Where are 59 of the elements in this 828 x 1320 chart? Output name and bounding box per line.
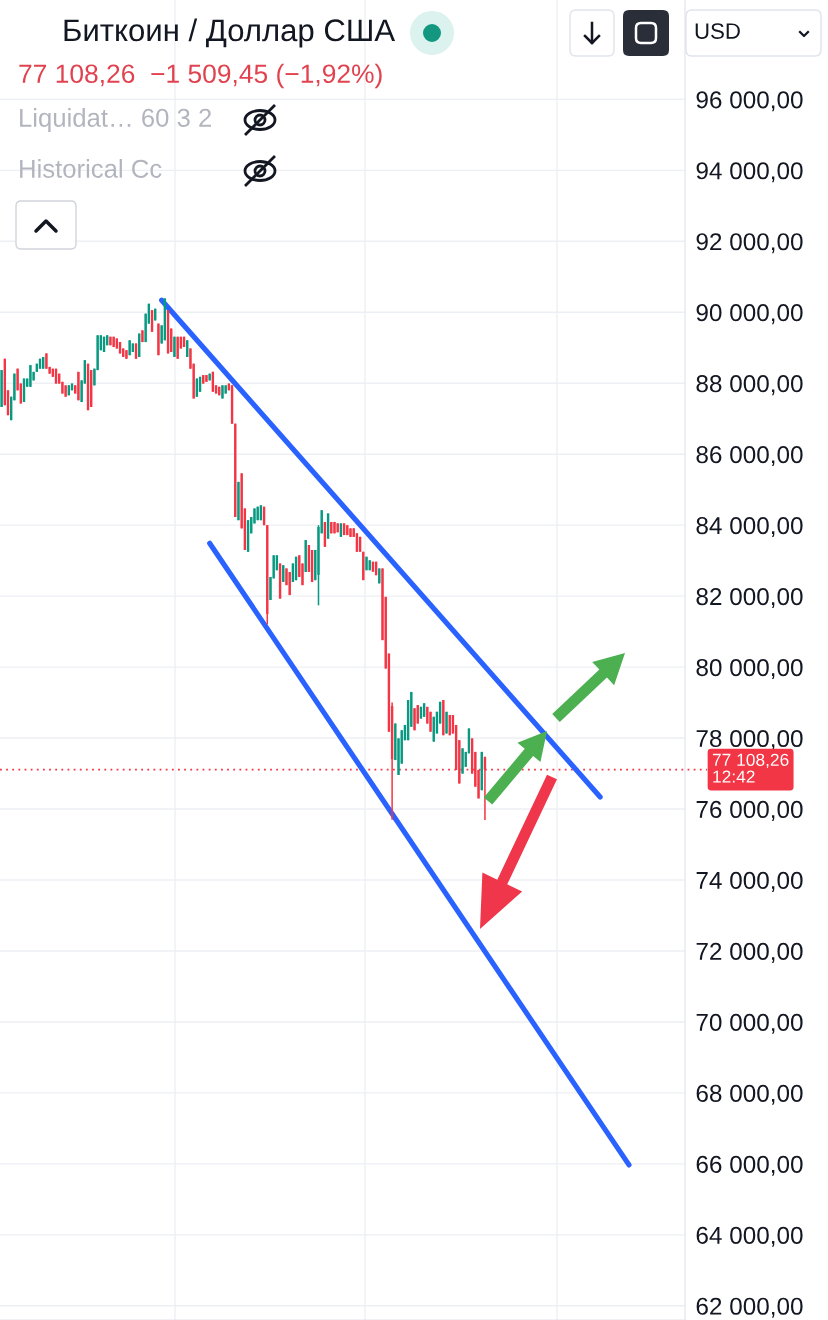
candlestick xyxy=(157,322,160,356)
candlestick xyxy=(304,539,307,573)
candlestick xyxy=(64,384,67,398)
candlestick xyxy=(349,527,352,538)
candlestick xyxy=(128,339,131,356)
y-tick-label: 96 000,00 xyxy=(696,91,803,112)
candlestick xyxy=(77,371,80,402)
candlestick xyxy=(109,335,112,347)
text: Биткоин / Доллар США xyxy=(64,18,396,48)
candlestick xyxy=(141,329,144,343)
y-tick-label: 78 000,00 xyxy=(696,729,803,750)
y-tick-label: 80 000,00 xyxy=(696,658,803,680)
candlestick xyxy=(413,707,416,732)
candlestick xyxy=(336,522,339,534)
candlestick xyxy=(208,372,211,382)
annotation: Historical Cc xyxy=(20,159,162,178)
candlestick xyxy=(237,481,240,521)
y-tick-label: 82 000,00 xyxy=(696,587,803,609)
candlestick xyxy=(442,699,445,736)
y-tick-label: 94 000,00 xyxy=(696,162,803,183)
candlestick xyxy=(202,374,205,385)
candlestick xyxy=(176,335,179,360)
text: USD xyxy=(695,23,740,39)
candlestick xyxy=(0,369,3,408)
candlestick xyxy=(221,384,224,400)
candlestick xyxy=(29,364,32,388)
candlestick xyxy=(288,571,291,596)
y-tick-label: 84 000,00 xyxy=(696,517,803,538)
ref-line-label: 77 108,26 12:42 xyxy=(712,753,789,783)
y-tick-label: 64 000,00 xyxy=(696,1226,803,1247)
candlestick xyxy=(224,384,227,395)
candlestick xyxy=(346,524,349,536)
candlestick xyxy=(362,551,365,581)
candlestick xyxy=(445,711,448,735)
candlestick xyxy=(256,505,259,521)
annotation: Liquidat… 60 3 2 xyxy=(20,108,211,132)
candlestick xyxy=(429,711,432,733)
candlestick xyxy=(125,349,128,360)
text: 77 108,26 −1 509,45 (−1,92%) xyxy=(19,63,382,89)
y-tick-label: 72 000,00 xyxy=(696,942,803,963)
candlestick xyxy=(378,567,381,585)
y-tick-label: 88 000,00 xyxy=(696,375,803,396)
candlestick xyxy=(205,374,208,383)
y-tick-label: 62 000,00 xyxy=(696,1297,803,1318)
y-tick-label: 68 000,00 xyxy=(696,1084,803,1105)
y-tick-label: 66 000,00 xyxy=(696,1155,803,1176)
candlestick xyxy=(461,747,464,775)
candlestick xyxy=(45,352,48,370)
candlestick xyxy=(173,335,176,358)
y-tick-label: 92 000,00 xyxy=(696,233,803,254)
candlestick xyxy=(112,335,115,348)
candlestick xyxy=(365,555,368,571)
y-tick-label: 74 000,00 xyxy=(696,871,803,892)
y-tick-label: 76 000,00 xyxy=(696,800,803,821)
y-tick-label: 90 000,00 xyxy=(696,304,803,325)
y-tick-label: 86 000,00 xyxy=(696,446,803,467)
candlestick xyxy=(333,521,336,535)
y-tick-label: 70 000,00 xyxy=(696,1013,803,1034)
candlestick xyxy=(480,751,483,791)
